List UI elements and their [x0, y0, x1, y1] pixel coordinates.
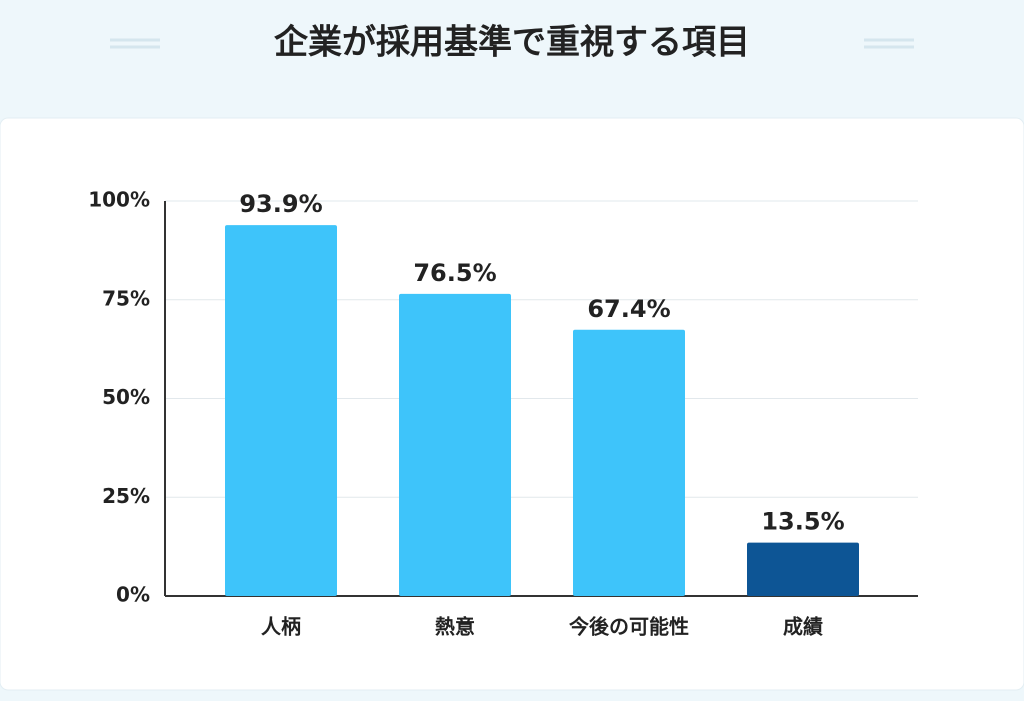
chart-title: 企業が採用基準で重視する項目 — [274, 23, 750, 63]
y-tick-label: 25% — [102, 484, 150, 508]
value-label: 67.4% — [587, 295, 670, 323]
value-label: 93.9% — [239, 190, 322, 218]
x-tick-label: 熱意 — [435, 615, 475, 639]
bar — [225, 225, 337, 596]
x-tick-label: 今後の可能性 — [569, 615, 689, 639]
x-tick-label: 成績 — [783, 615, 823, 639]
bar — [747, 542, 859, 596]
y-tick-label: 50% — [102, 385, 150, 409]
bar — [399, 293, 511, 596]
y-tick-label: 0% — [116, 583, 150, 607]
value-label: 76.5% — [413, 259, 496, 287]
y-tick-label: 100% — [88, 188, 150, 212]
value-label: 13.5% — [761, 508, 844, 536]
x-tick-label: 人柄 — [261, 615, 301, 639]
bar — [573, 329, 685, 596]
y-tick-label: 75% — [102, 286, 150, 310]
chart-card — [0, 117, 1024, 691]
